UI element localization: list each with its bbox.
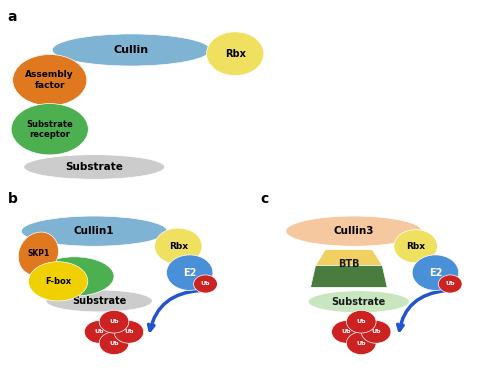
Ellipse shape <box>438 275 462 293</box>
Text: E2: E2 <box>183 268 196 278</box>
Text: Cullin1: Cullin1 <box>74 226 114 236</box>
Text: Ub: Ub <box>356 319 366 324</box>
Ellipse shape <box>18 232 59 275</box>
Text: BTB: BTB <box>338 259 359 269</box>
Ellipse shape <box>194 275 218 293</box>
Text: Substrate: Substrate <box>332 297 386 307</box>
Ellipse shape <box>11 103 88 155</box>
Text: Ub: Ub <box>446 282 455 286</box>
Ellipse shape <box>52 34 210 66</box>
Ellipse shape <box>286 216 422 246</box>
Ellipse shape <box>412 255 459 290</box>
Ellipse shape <box>35 257 114 296</box>
Text: Substrate
receptor: Substrate receptor <box>26 119 73 139</box>
Text: a: a <box>8 10 17 25</box>
Ellipse shape <box>28 262 88 301</box>
Text: Rbx: Rbx <box>169 242 188 251</box>
Text: Ub: Ub <box>342 329 351 334</box>
Text: Ub: Ub <box>372 329 381 334</box>
Text: Ub: Ub <box>356 341 366 346</box>
Polygon shape <box>310 265 387 287</box>
Text: Ub: Ub <box>110 341 119 346</box>
Ellipse shape <box>154 228 202 264</box>
Text: Ub: Ub <box>201 282 210 286</box>
Ellipse shape <box>24 155 164 179</box>
Ellipse shape <box>332 321 361 343</box>
Ellipse shape <box>46 290 152 312</box>
Text: SKP1: SKP1 <box>28 249 50 258</box>
Ellipse shape <box>394 230 438 263</box>
Ellipse shape <box>99 310 129 333</box>
Ellipse shape <box>346 310 376 333</box>
Text: Rbx: Rbx <box>406 242 425 251</box>
Ellipse shape <box>99 332 129 355</box>
Text: Substrate: Substrate <box>72 296 126 306</box>
Text: Ub: Ub <box>124 329 134 334</box>
Ellipse shape <box>346 332 376 355</box>
Ellipse shape <box>206 32 264 75</box>
Text: E2: E2 <box>428 268 442 278</box>
Text: Substrate: Substrate <box>66 162 123 172</box>
Text: Ub: Ub <box>94 329 104 334</box>
Polygon shape <box>316 250 382 265</box>
Text: Cullin3: Cullin3 <box>334 226 374 236</box>
Ellipse shape <box>166 255 213 290</box>
Text: b: b <box>8 192 18 206</box>
Text: c: c <box>260 192 268 206</box>
Text: Assembly
factor: Assembly factor <box>26 70 74 90</box>
Ellipse shape <box>308 291 410 313</box>
Text: Ub: Ub <box>110 319 119 324</box>
Ellipse shape <box>114 321 144 343</box>
Ellipse shape <box>22 216 167 246</box>
Ellipse shape <box>12 54 87 106</box>
Text: Cullin: Cullin <box>114 45 149 55</box>
Text: F-box: F-box <box>45 277 71 286</box>
Ellipse shape <box>361 321 391 343</box>
Ellipse shape <box>84 321 114 343</box>
Text: Rbx: Rbx <box>224 49 246 59</box>
